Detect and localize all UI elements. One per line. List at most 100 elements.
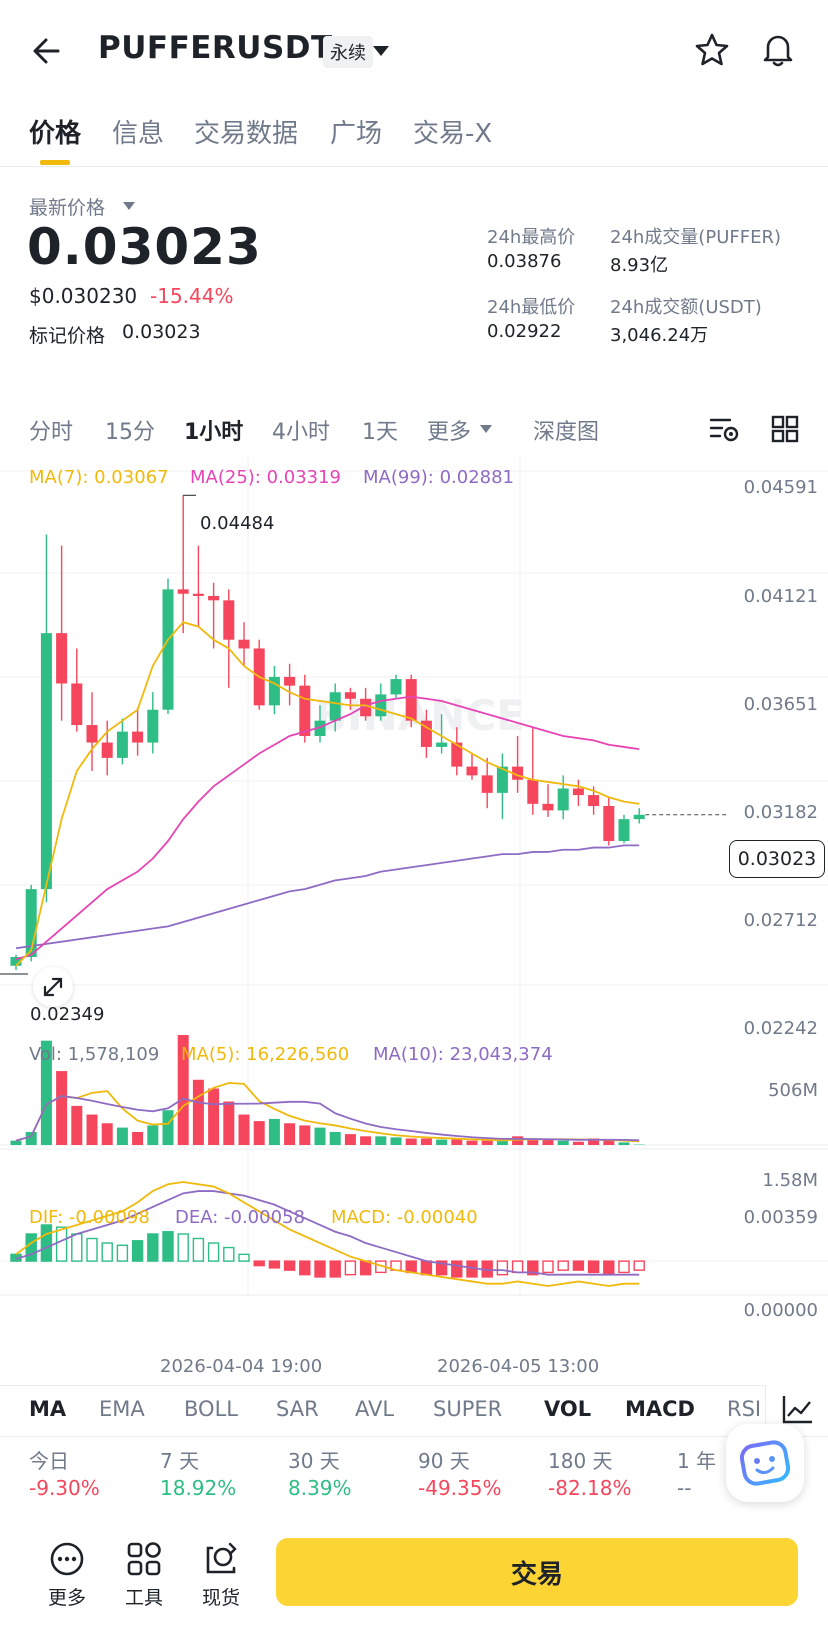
macd-value-legend: MACD: -0.00040: [331, 1207, 478, 1228]
kline-chart[interactable]: BINANCE: [0, 455, 828, 1350]
volume-bar: [390, 1137, 402, 1145]
back-arrow-icon[interactable]: [30, 34, 64, 68]
volume-bar: [375, 1136, 387, 1145]
main-tabs: 价格 信息 交易数据 广场 交易-X: [0, 108, 828, 167]
fullscreen-button[interactable]: [33, 967, 73, 1007]
tab-price[interactable]: 价格: [29, 119, 82, 149]
volume-bar: [56, 1071, 68, 1145]
price-axis-label: 0.04121: [743, 586, 818, 607]
caret-down-icon[interactable]: [479, 424, 493, 434]
macd-histogram-bar: [496, 1260, 509, 1276]
macd-histogram-bar: [359, 1260, 372, 1276]
indicator-ema[interactable]: EMA: [99, 1397, 145, 1421]
low-24h-label: 24h最低价: [487, 297, 576, 318]
volume-bar: [132, 1131, 144, 1145]
indicator-sar[interactable]: SAR: [276, 1397, 319, 1421]
mark-price-label: 标记价格: [29, 325, 106, 347]
volume-bar: [253, 1121, 265, 1145]
macd-dea-legend: DEA: -0.00058: [175, 1207, 305, 1228]
perf-value-30d: 8.39%: [288, 1476, 352, 1500]
candle-body: [618, 819, 630, 842]
latest-price-label[interactable]: 最新价格: [29, 197, 106, 219]
chart-settings-icon[interactable]: [708, 414, 740, 444]
volume-bar: [177, 1035, 189, 1145]
indicator-rsi[interactable]: RSI: [727, 1397, 762, 1421]
candle-body: [557, 788, 569, 811]
macd-histogram-bar: [223, 1246, 235, 1262]
timeframe-1d[interactable]: 1天: [362, 420, 398, 445]
candle-body: [314, 720, 326, 736]
bell-icon[interactable]: [760, 30, 796, 68]
tab-trade-x[interactable]: 交易-X: [413, 119, 493, 149]
timeframe-more[interactable]: 更多: [427, 420, 472, 445]
caret-down-icon[interactable]: [122, 201, 136, 211]
macd-histogram-bar: [587, 1260, 600, 1274]
candle-body: [344, 692, 356, 699]
macd-histogram-bar: [268, 1260, 281, 1269]
macd-histogram-bar: [86, 1237, 98, 1262]
macd-histogram-bar: [25, 1233, 37, 1262]
macd-histogram-bar: [314, 1260, 326, 1278]
nav-more[interactable]: 更多: [37, 1540, 97, 1610]
indicator-vol[interactable]: VOL: [544, 1397, 592, 1421]
indicator-boll[interactable]: BOLL: [184, 1397, 238, 1421]
candle-body: [147, 709, 159, 743]
symbol-title[interactable]: PUFFERUSDT: [98, 30, 333, 66]
macd-histogram-bar: [177, 1233, 189, 1262]
timeframe-line[interactable]: 分时: [29, 420, 74, 445]
caret-down-icon[interactable]: [372, 44, 390, 58]
macd-histogram-bar: [618, 1260, 630, 1274]
volume-bar: [436, 1139, 448, 1145]
timeframe-1h[interactable]: 1小时: [184, 420, 244, 445]
time-axis-label: 2026-04-05 13:00: [437, 1356, 600, 1377]
price-axis-label: 0.03651: [743, 694, 818, 715]
perf-value-today: -9.30%: [29, 1476, 100, 1500]
grid-layout-icon[interactable]: [770, 414, 800, 444]
tab-info[interactable]: 信息: [112, 119, 165, 149]
robot-face-icon: [739, 1440, 791, 1486]
nav-tools[interactable]: 工具: [114, 1540, 174, 1610]
depth-chart-tab[interactable]: 深度图: [533, 420, 600, 445]
indicator-avl[interactable]: AVL: [355, 1397, 395, 1421]
macd-histogram-bar: [542, 1260, 554, 1274]
line-chart-icon: [782, 1396, 812, 1424]
macd-histogram-bar: [55, 1226, 68, 1262]
ma99-line: [15, 844, 640, 950]
indicator-super[interactable]: SUPER: [433, 1397, 503, 1421]
contract-type-badge[interactable]: 永续: [323, 36, 373, 68]
volume-bar: [71, 1105, 83, 1145]
nav-tools-label: 工具: [124, 1587, 163, 1609]
current-price-tag: 0.03023: [729, 840, 825, 878]
ma99-legend: MA(99): 0.02881: [363, 467, 515, 488]
indicator-macd[interactable]: MACD: [625, 1397, 695, 1421]
volume-bar: [451, 1139, 463, 1145]
macd-histogram-bar: [131, 1240, 144, 1262]
turnover-24h-value: 3,046.24万: [610, 325, 709, 346]
candle-body: [420, 720, 432, 747]
macd-histogram-bar: [511, 1260, 524, 1274]
ma7-legend: MA(7): 0.03067: [29, 467, 169, 488]
macd-histogram-bar: [420, 1260, 433, 1276]
nav-spot[interactable]: 现货: [191, 1540, 251, 1610]
timeframe-15m[interactable]: 15分: [105, 420, 155, 445]
star-icon[interactable]: [694, 32, 730, 68]
trade-button[interactable]: 交易: [276, 1538, 798, 1606]
ma7-line: [15, 621, 640, 967]
indicator-ma[interactable]: MA: [29, 1397, 67, 1421]
perf-value-7d: 18.92%: [160, 1476, 237, 1500]
tab-square[interactable]: 广场: [330, 119, 383, 149]
volume-bar: [360, 1136, 372, 1145]
volume-bar: [542, 1139, 554, 1145]
volume-bar: [588, 1138, 600, 1145]
tab-trading-data[interactable]: 交易数据: [194, 119, 299, 149]
volume-24h-label: 24h成交量(PUFFER): [610, 227, 781, 248]
high-24h-label: 24h最高价: [487, 227, 576, 248]
timeframe-4h[interactable]: 4小时: [272, 420, 330, 445]
candle-body: [40, 633, 52, 890]
candle-body: [405, 679, 417, 721]
volume-bar: [101, 1123, 113, 1145]
expand-icon: [43, 977, 63, 997]
macd-histogram-bar: [40, 1224, 53, 1262]
candle-body: [496, 766, 508, 793]
ai-assistant-button[interactable]: [726, 1424, 804, 1502]
